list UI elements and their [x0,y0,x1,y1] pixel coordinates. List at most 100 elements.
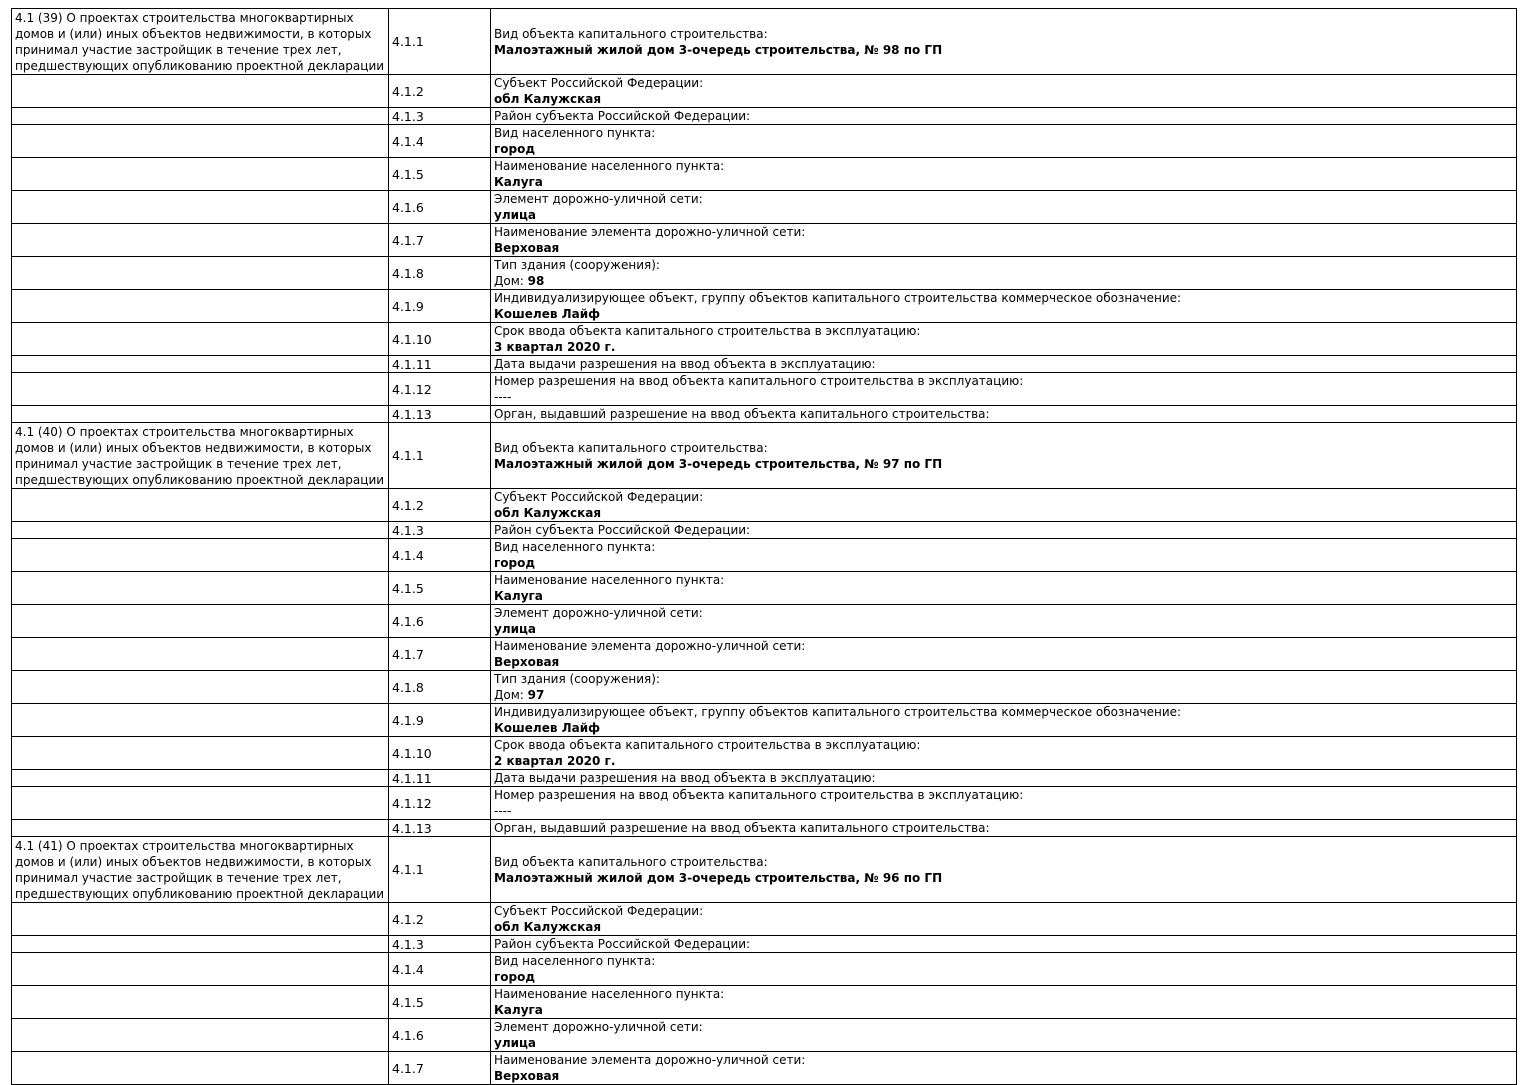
table-row: 4.1.2 Субъект Российской Федерации: обл Ка… [11,902,1517,936]
row-label: Район субъекта Российской Федерации: [494,937,751,951]
row-value: обл Калужская [494,919,1513,935]
row-label: Район субъекта Российской Федерации: [494,109,751,123]
row-code: 4.1.2 [392,497,424,513]
row-code: 4.1.8 [392,265,424,281]
row-label: Дата выдачи разрешения на ввод объекта в… [494,357,876,371]
row-code: 4.1.2 [392,911,424,927]
row-content-cell: Вид населенного пункта: город [490,952,1517,986]
section-description-empty-cell [11,952,389,986]
row-label: Срок ввода объекта капитального строител… [494,738,921,752]
row-code-cell: 4.1.5 [388,157,491,191]
row-code-cell: 4.1.13 [388,405,491,423]
row-content-cell: Район субъекта Российской Федерации: [490,935,1517,953]
row-code: 4.1.10 [392,745,432,761]
row-content-cell: Наименование населенного пункта: Калуга [490,571,1517,605]
row-content-cell: Элемент дорожно-уличной сети: улица [490,604,1517,638]
row-content-cell: Вид объекта капитального строительства: М… [490,8,1517,75]
row-value: город [494,969,1513,985]
row-label: Вид населенного пункта: [494,954,656,968]
row-value: ---- [494,803,1513,819]
row-code: 4.1.3 [392,936,424,952]
row-value-text: Кошелев Лайф [494,307,601,321]
row-value-prefix: Дом: [494,688,528,702]
table-row: 4.1.9 Индивидуализирующее объект, группу … [11,289,1517,323]
row-label: Район субъекта Российской Федерации: [494,523,751,537]
row-code-cell: 4.1.1 [388,422,491,489]
row-label: Тип здания (сооружения): [494,258,660,272]
row-code: 4.1.2 [392,83,424,99]
row-value-text: Малоэтажный жилой дом 3-очередь строител… [494,42,943,57]
table-row: 4.1.4 Вид населенного пункта: город [11,124,1517,158]
row-code-cell: 4.1.2 [388,902,491,936]
row-code-cell: 4.1.7 [388,637,491,671]
table-row: 4.1.8 Тип здания (сооружения): Дом: 97 [11,670,1517,704]
row-code: 4.1.7 [392,1060,424,1076]
section-description-empty-cell [11,819,389,837]
section-description-cell: 4.1 (40) О проектах строительства многок… [11,422,389,489]
row-value: 2 квартал 2020 г. [494,753,1513,769]
table-row: 4.1.5 Наименование населенного пункта: Кал… [11,571,1517,605]
section-description-empty-cell [11,637,389,671]
table-row: 4.1.5 Наименование населенного пункта: Кал… [11,157,1517,191]
section-description-empty-cell [11,157,389,191]
row-value: Калуга [494,1002,1513,1018]
row-label: Срок ввода объекта капитального строител… [494,324,921,338]
section-description-empty-cell [11,107,389,125]
table-row: 4.1.10 Срок ввода объекта капитального ст… [11,736,1517,770]
row-content-cell: Орган, выдавший разрешение на ввод объек… [490,819,1517,837]
row-content-cell: Срок ввода объекта капитального строител… [490,322,1517,356]
row-code-cell: 4.1.12 [388,786,491,820]
row-label: Номер разрешения на ввод объекта капитал… [494,374,1024,388]
table-row: 4.1.5 Наименование населенного пункта: Кал… [11,985,1517,1019]
row-label: Субъект Российской Федерации: [494,490,704,504]
section-description-cell: 4.1 (41) О проектах строительства многок… [11,836,389,903]
row-code-cell: 4.1.4 [388,538,491,572]
row-code-cell: 4.1.5 [388,985,491,1019]
row-code: 4.1.12 [392,795,432,811]
row-value-text: Малоэтажный жилой дом 3-очередь строител… [494,456,943,471]
row-value: Малоэтажный жилой дом 3-очередь строител… [494,42,1513,58]
row-content-cell: Элемент дорожно-уличной сети: улица [490,1018,1517,1052]
row-code-cell: 4.1.6 [388,1018,491,1052]
row-content-cell: Район субъекта Российской Федерации: [490,521,1517,539]
row-code: 4.1.7 [392,232,424,248]
row-code: 4.1.4 [392,547,424,563]
row-value: город [494,555,1513,571]
row-code-cell: 4.1.8 [388,256,491,290]
row-content-cell: Тип здания (сооружения): Дом: 98 [490,256,1517,290]
section-description-empty-cell [11,74,389,108]
row-value: улица [494,207,1513,223]
table-row: 4.1.8 Тип здания (сооружения): Дом: 98 [11,256,1517,290]
section-description-empty-cell [11,670,389,704]
row-label: Элемент дорожно-уличной сети: [494,1020,703,1034]
row-content-cell: Район субъекта Российской Федерации: [490,107,1517,125]
table-row: 4.1.3 Район субъекта Российской Федерации… [11,935,1517,953]
declaration-table: 4.1 (39) О проектах строительства многок… [11,8,1517,1085]
row-content-cell: Индивидуализирующее объект, группу объек… [490,289,1517,323]
row-value: Кошелев Лайф [494,306,1513,322]
row-label: Элемент дорожно-уличной сети: [494,192,703,206]
row-code-cell: 4.1.11 [388,355,491,373]
row-label: Вид объекта капитального строительства: [494,854,768,869]
row-code-cell: 4.1.1 [388,836,491,903]
row-code: 4.1.5 [392,166,424,182]
section-title: 4.1 (39) О проектах строительства многок… [15,11,385,73]
row-label: Наименование населенного пункта: [494,159,725,173]
row-value-text: улица [494,208,537,222]
table-row: 4.1.2 Субъект Российской Федерации: обл Ка… [11,74,1517,108]
row-code: 4.1.11 [392,356,432,372]
row-value-text: обл Калужская [494,92,602,106]
table-row: 4.1.6 Элемент дорожно-уличной сети: улица [11,190,1517,224]
row-value-text: Калуга [494,175,543,189]
table-row: 4.1 (40) О проектах строительства многок… [11,422,1517,489]
row-code-cell: 4.1.3 [388,935,491,953]
table-row: 4.1.9 Индивидуализирующее объект, группу … [11,703,1517,737]
table-row: 4.1 (41) О проектах строительства многок… [11,836,1517,903]
row-content-cell: Субъект Российской Федерации: обл Калужск… [490,902,1517,936]
row-label: Субъект Российской Федерации: [494,76,704,90]
row-code-cell: 4.1.10 [388,322,491,356]
row-value-prefix: Дом: [494,274,528,288]
row-label: Тип здания (сооружения): [494,672,660,686]
row-value-text: обл Калужская [494,920,602,934]
section-description-empty-cell [11,256,389,290]
